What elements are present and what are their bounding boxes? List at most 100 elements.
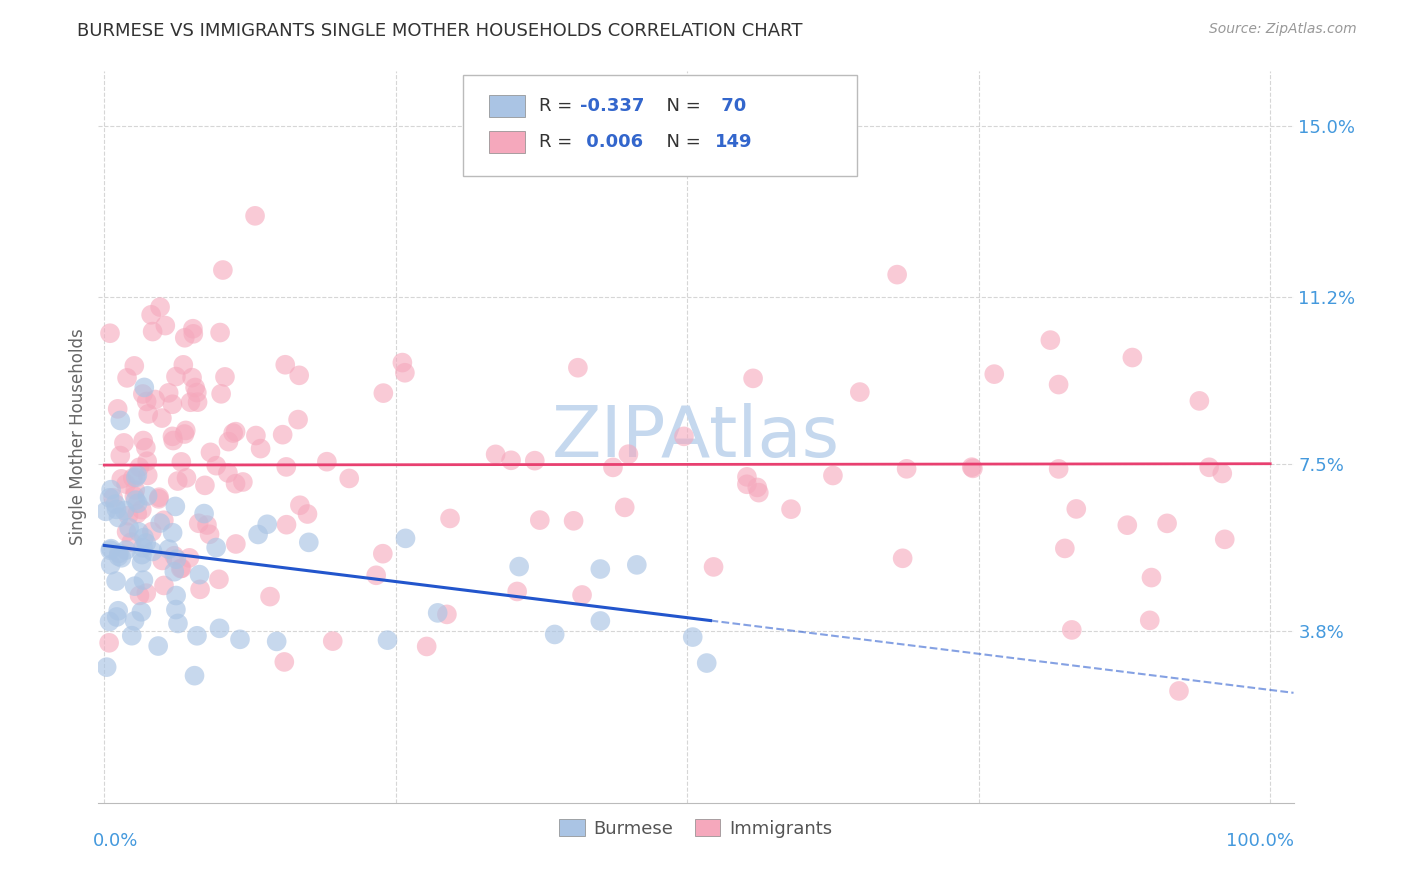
Point: [198, 527, 221, 541]
Point: [155, 318, 177, 333]
Point: [114, 503, 136, 517]
Point: [135, 394, 157, 409]
Point: [499, 453, 522, 467]
Point: [124, 359, 146, 373]
Point: [118, 521, 141, 535]
Point: [117, 508, 139, 523]
Point: [131, 605, 153, 619]
Point: [214, 370, 236, 384]
Point: [391, 355, 413, 369]
Point: [169, 561, 191, 575]
Point: [173, 331, 195, 345]
Point: [229, 632, 252, 647]
Point: [162, 429, 184, 443]
Point: [194, 478, 217, 492]
Point: [127, 507, 149, 521]
Point: [602, 460, 624, 475]
Point: [162, 397, 184, 411]
Point: [124, 483, 146, 497]
Point: [672, 429, 695, 443]
Point: [960, 460, 983, 475]
Point: [259, 590, 281, 604]
Point: [165, 589, 187, 603]
Point: [276, 459, 298, 474]
Point: [153, 513, 176, 527]
Point: [1198, 460, 1220, 475]
Point: [142, 325, 165, 339]
Point: [136, 454, 159, 468]
Point: [735, 470, 758, 484]
Point: [132, 531, 155, 545]
Text: 70: 70: [716, 97, 747, 115]
Point: [100, 541, 122, 556]
Point: [181, 322, 204, 336]
Point: [485, 447, 508, 461]
Point: [157, 385, 180, 400]
Point: [589, 614, 612, 628]
Point: [821, 468, 844, 483]
Point: [276, 517, 298, 532]
Text: 0.006: 0.006: [581, 133, 643, 152]
Point: [112, 436, 135, 450]
Point: [98, 543, 121, 558]
Point: [747, 480, 769, 494]
Point: [1053, 541, 1076, 556]
Point: [174, 424, 197, 438]
Text: -0.337: -0.337: [581, 97, 644, 115]
Point: [1211, 467, 1233, 481]
Point: [110, 550, 132, 565]
Point: [135, 536, 157, 550]
FancyBboxPatch shape: [489, 95, 524, 118]
Point: [896, 462, 918, 476]
Point: [149, 300, 172, 314]
Point: [98, 636, 121, 650]
Point: [703, 560, 725, 574]
Point: [131, 556, 153, 570]
Text: Source: ZipAtlas.com: Source: ZipAtlas.com: [1209, 22, 1357, 37]
Point: [249, 442, 271, 456]
Point: [188, 582, 211, 597]
Point: [1116, 518, 1139, 533]
Text: R =: R =: [540, 133, 578, 152]
Point: [165, 552, 187, 566]
Point: [128, 589, 150, 603]
Point: [146, 639, 169, 653]
Point: [366, 568, 388, 582]
Point: [170, 455, 193, 469]
Point: [124, 579, 146, 593]
Point: [173, 427, 195, 442]
Point: [100, 558, 122, 572]
Point: [98, 615, 121, 629]
FancyBboxPatch shape: [489, 131, 524, 153]
Text: N =: N =: [655, 97, 707, 115]
Point: [523, 453, 546, 467]
Point: [225, 537, 247, 551]
Point: [298, 535, 321, 549]
Point: [1047, 462, 1070, 476]
Point: [415, 640, 437, 654]
Point: [274, 358, 297, 372]
Point: [271, 427, 294, 442]
Point: [115, 477, 138, 491]
Point: [98, 326, 121, 341]
Point: [1047, 377, 1070, 392]
Point: [529, 513, 551, 527]
Point: [544, 627, 567, 641]
Point: [983, 367, 1005, 381]
Point: [218, 434, 240, 449]
Point: [232, 475, 254, 489]
Point: [187, 395, 209, 409]
Point: [94, 504, 117, 518]
Point: [886, 268, 908, 282]
Point: [589, 562, 612, 576]
Point: [208, 621, 231, 635]
Point: [200, 445, 222, 459]
Point: [132, 573, 155, 587]
Point: [1064, 502, 1087, 516]
Point: [377, 633, 399, 648]
Point: [143, 392, 166, 407]
Point: [209, 326, 232, 340]
Point: [131, 502, 153, 516]
Point: [121, 471, 143, 485]
Point: [571, 588, 593, 602]
